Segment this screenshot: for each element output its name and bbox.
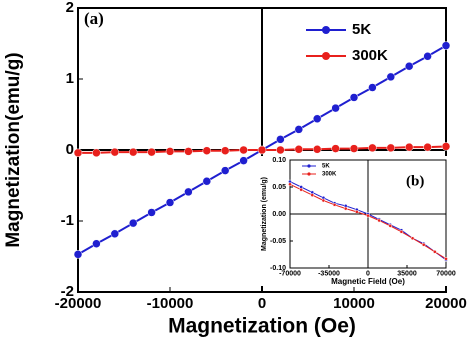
y-tick-label: -0.05 [270, 238, 286, 245]
x-tick-label: -20000 [55, 295, 102, 312]
y-tick-label: -2 [61, 283, 74, 300]
x-tick-label: -35000 [318, 270, 340, 277]
panel-label: (b) [406, 173, 424, 189]
y-tick-label: 0.00 [272, 211, 286, 218]
data-point [220, 166, 230, 175]
data-point [73, 250, 83, 259]
data-point [165, 198, 175, 207]
data-point [92, 148, 101, 158]
data-point [165, 147, 175, 156]
x-tick-label: 10000 [333, 295, 375, 312]
data-point [410, 236, 415, 241]
legend-marker [322, 52, 330, 60]
legend-label: 300K [352, 47, 388, 64]
data-point [310, 193, 315, 197]
data-point [128, 147, 138, 157]
data-point [386, 72, 396, 82]
x-tick-label: 0 [366, 270, 370, 277]
panel-label: (a) [84, 9, 104, 28]
x-tick-label: -10000 [147, 295, 194, 312]
data-point [312, 114, 322, 124]
data-point [184, 147, 193, 156]
data-point [331, 103, 340, 113]
data-point [321, 198, 326, 203]
data-point [294, 125, 304, 134]
data-point [349, 93, 359, 102]
data-point [366, 213, 370, 218]
data-point [73, 148, 83, 158]
data-point [220, 146, 230, 155]
data-point [92, 239, 101, 248]
legend-marker [307, 164, 311, 168]
data-point [343, 206, 348, 211]
data-point [421, 242, 426, 247]
data-point [332, 202, 337, 207]
data-point [441, 142, 451, 151]
legend-marker [307, 172, 311, 176]
data-point [299, 187, 303, 192]
data-point [294, 145, 304, 154]
y-tick-label: 0 [66, 141, 74, 158]
data-point [404, 61, 414, 71]
x-tick-label: -70000 [279, 270, 301, 277]
data-point [312, 145, 322, 154]
data-point [441, 41, 451, 50]
x-tick-label: 70000 [436, 270, 456, 277]
data-point [331, 144, 340, 153]
y-tick-label: 0.05 [272, 184, 286, 191]
data-point [377, 218, 381, 223]
legend-label: 300K [322, 172, 337, 178]
data-point [202, 146, 212, 155]
data-point [355, 209, 359, 214]
data-point [386, 143, 396, 153]
x-tick-label: 35000 [397, 270, 417, 277]
data-point [368, 143, 377, 153]
data-point [288, 182, 292, 187]
data-point [202, 176, 212, 186]
y-tick-label: 1 [66, 70, 74, 87]
y-tick-label: 2 [66, 0, 74, 16]
data-point [128, 218, 138, 228]
y-tick-label: 0.10 [272, 157, 286, 164]
x-tick-label: 0 [258, 295, 266, 312]
data-point [399, 229, 404, 234]
x-axis-label: Magnetization (Oe) [168, 315, 356, 338]
data-point [423, 142, 432, 152]
x-tick-label: 20000 [425, 295, 467, 312]
data-point [239, 156, 248, 165]
data-point [110, 147, 120, 157]
data-point [147, 208, 156, 217]
data-point [404, 142, 414, 152]
x-axis-label: Magnetic Field (Oe) [331, 277, 405, 286]
data-point [388, 224, 393, 228]
y-axis-label: Magnetization(emu/g) [3, 52, 24, 247]
data-point [147, 147, 156, 157]
y-axis-label: Magnetization (emu/g) [261, 177, 268, 251]
data-point [423, 52, 432, 61]
data-point [110, 229, 120, 239]
data-point [239, 145, 248, 155]
data-point [433, 249, 437, 254]
legend-marker [322, 26, 330, 34]
data-point [184, 187, 193, 197]
legend-label: 5K [322, 164, 330, 170]
data-point [349, 144, 359, 153]
y-tick-label: -1 [61, 212, 74, 229]
data-point [276, 135, 285, 144]
data-point [257, 145, 267, 155]
legend-label: 5K [352, 21, 371, 38]
data-point [368, 83, 377, 92]
data-point [276, 145, 285, 155]
data-point [444, 256, 448, 261]
y-tick-label: -0.10 [270, 265, 286, 272]
